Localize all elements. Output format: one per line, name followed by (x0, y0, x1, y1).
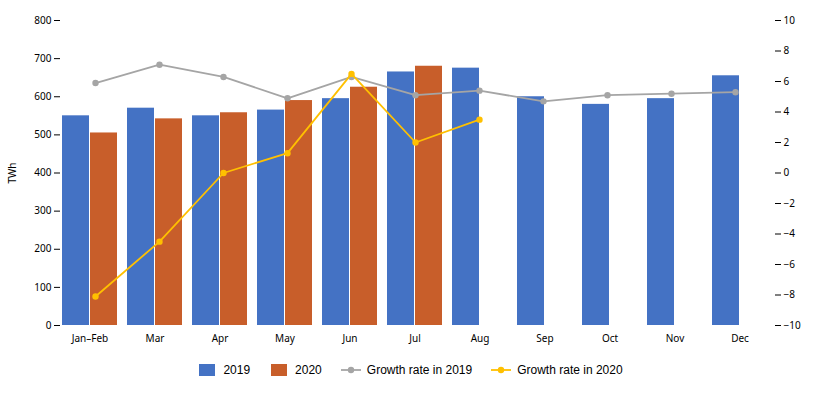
svg-text:TWh: TWh (5, 162, 19, 183)
svg-text:−6: −6 (784, 257, 796, 271)
svg-text:Nov: Nov (666, 331, 685, 345)
svg-text:300: 300 (34, 203, 51, 217)
svg-text:−10: −10 (784, 318, 801, 332)
svg-text:700: 700 (34, 51, 51, 65)
svg-text:Jul: Jul (408, 331, 421, 345)
svg-text:500: 500 (34, 127, 51, 141)
svg-text:8: 8 (784, 43, 790, 57)
svg-text:600: 600 (34, 89, 51, 103)
svg-text:−8: −8 (784, 287, 796, 301)
svg-text:−4: −4 (784, 226, 796, 240)
svg-text:May: May (275, 331, 296, 345)
svg-text:2: 2 (784, 135, 790, 149)
svg-text:400: 400 (34, 165, 51, 179)
html-text:Growth rate in 2020: Growth rate in 2020 (517, 363, 623, 377)
svg-text:Mar: Mar (146, 331, 165, 345)
svg-text:0: 0 (46, 318, 52, 332)
svg-text:Sep: Sep (536, 331, 553, 345)
svg-text:10: 10 (784, 13, 796, 27)
svg-text:Apr: Apr (212, 331, 229, 345)
svg-text:100: 100 (34, 280, 51, 294)
svg-text:6: 6 (784, 74, 790, 88)
svg-text:Dec: Dec (731, 331, 749, 345)
svg-text:−2: −2 (784, 196, 796, 210)
html-text:2019: 2019 (223, 363, 251, 377)
svg-text:Jan–Feb: Jan–Feb (71, 331, 109, 345)
html-text:2020: 2020 (295, 363, 322, 377)
svg-text:Oct: Oct (602, 331, 619, 345)
svg-text:4: 4 (784, 104, 790, 118)
svg-text:Aug: Aug (471, 331, 490, 345)
svg-text:Jun: Jun (341, 331, 357, 345)
html-text:Growth rate in 2019: Growth rate in 2019 (366, 363, 473, 377)
svg-text:200: 200 (34, 241, 51, 255)
svg-text:800: 800 (34, 13, 51, 27)
svg-text:0: 0 (784, 165, 790, 179)
